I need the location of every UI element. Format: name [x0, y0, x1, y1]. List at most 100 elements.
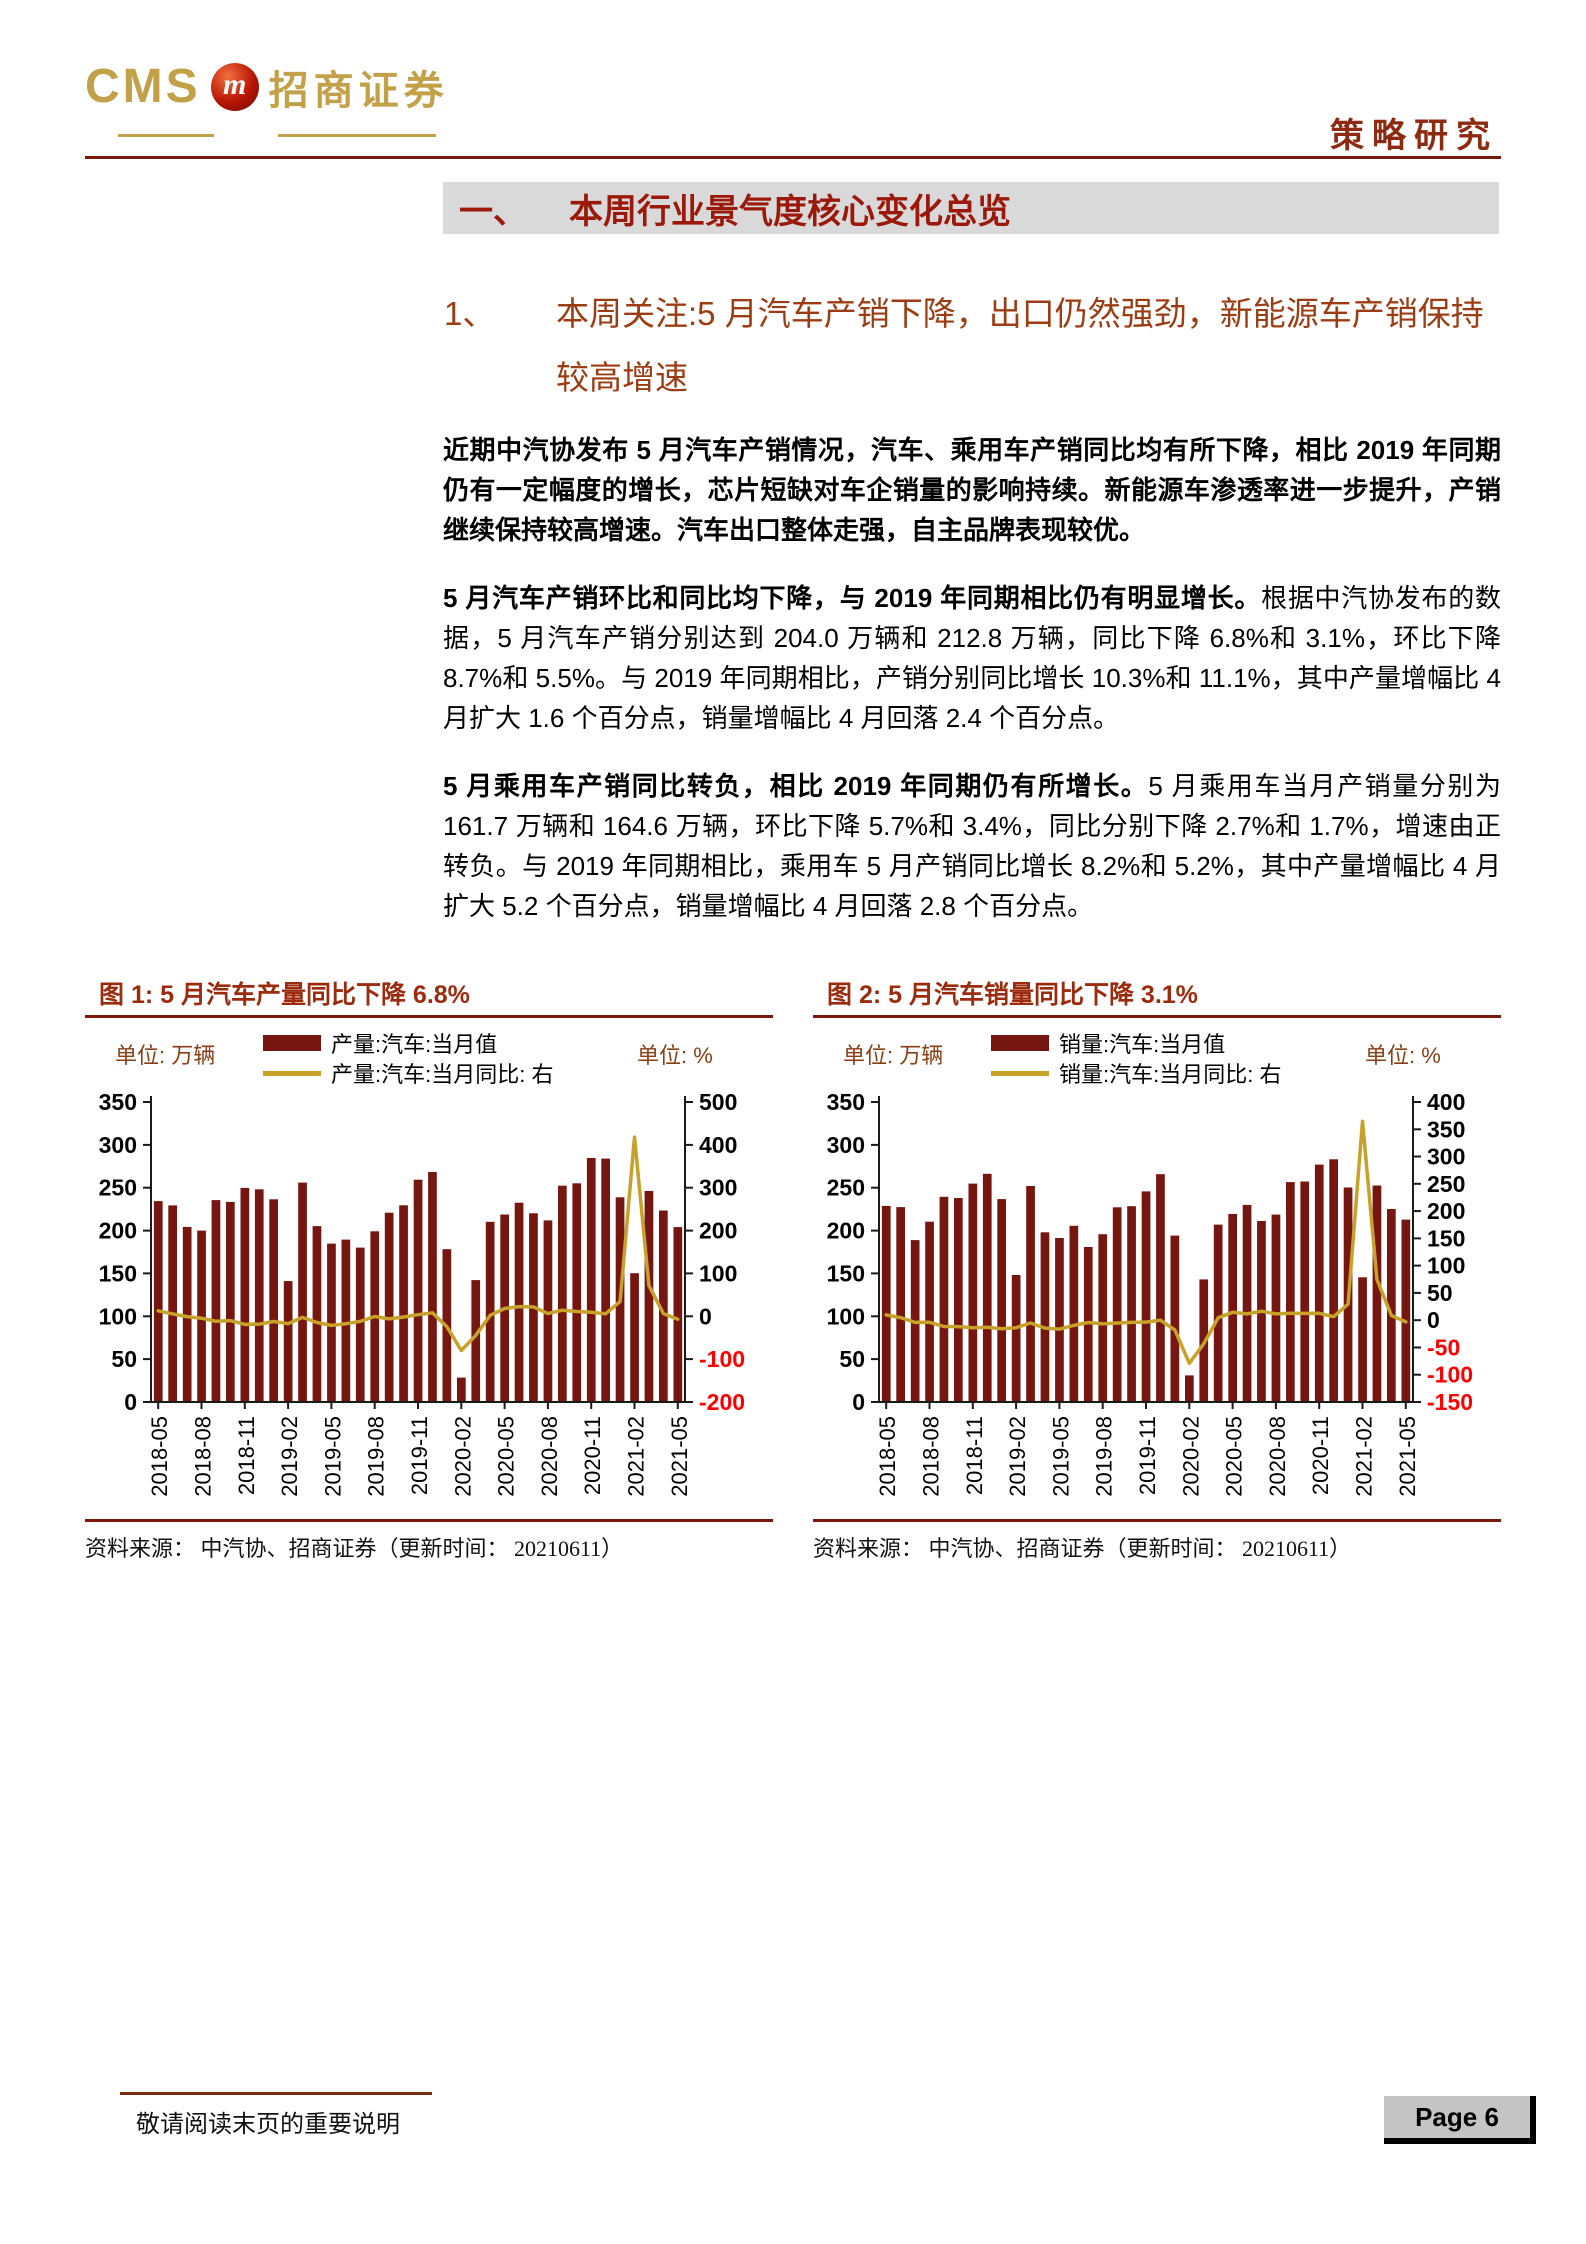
- svg-text:150: 150: [1427, 1225, 1465, 1251]
- svg-text:50: 50: [1427, 1280, 1453, 1306]
- svg-text:350: 350: [827, 1092, 865, 1115]
- svg-text:2019-11: 2019-11: [407, 1416, 432, 1495]
- svg-text:2019-02: 2019-02: [1005, 1416, 1030, 1497]
- svg-text:150: 150: [827, 1260, 865, 1286]
- figure-1: 图 1: 5 月汽车产量同比下降 6.8% 单位: 万辆 产量:汽车:当月值 产…: [85, 978, 773, 1563]
- section-number: 一、: [459, 192, 527, 231]
- svg-text:-150: -150: [1427, 1389, 1473, 1415]
- figure-2-legend: 销量:汽车:当月值 销量:汽车:当月同比: 右: [991, 1028, 1351, 1092]
- figure-2-legend-bar: 销量:汽车:当月值: [991, 1028, 1351, 1058]
- svg-text:2019-08: 2019-08: [364, 1416, 389, 1497]
- figure-2-left-unit-label: 单位: 万辆: [843, 1043, 944, 1068]
- report-type-label: 策略研究: [1330, 118, 1498, 155]
- svg-text:-50: -50: [1427, 1335, 1460, 1361]
- svg-text:2020-11: 2020-11: [580, 1416, 605, 1495]
- header-rule: [85, 156, 1501, 159]
- figure-2: 图 2: 5 月汽车销量同比下降 3.1% 单位: 万辆 销量:汽车:当月值 销…: [813, 978, 1501, 1563]
- page-number-badge: Page 6: [1384, 2096, 1536, 2144]
- svg-text:2018-08: 2018-08: [919, 1416, 944, 1497]
- figures-row: 图 1: 5 月汽车产量同比下降 6.8% 单位: 万辆 产量:汽车:当月值 产…: [85, 978, 1501, 1563]
- paragraph-2-body: 根据中汽协发布的数据，5 月汽车产销分别达到 204.0 万辆和 212.8 万…: [443, 583, 1501, 733]
- svg-text:200: 200: [827, 1218, 865, 1244]
- figure-2-chart: 0 50 100 150 200 250 300 350 -150 -100 -50 0 50 100 15…: [813, 1089, 1501, 1517]
- paragraph-3-lead: 5 月乘用车产销同比转负，相比 2019 年同期仍有所增长。: [443, 771, 1149, 801]
- svg-text:0: 0: [699, 1303, 712, 1329]
- svg-text:150: 150: [99, 1260, 137, 1286]
- figure-2-chart-header: 单位: 万辆 销量:汽车:当月值 销量:汽车:当月同比: 右 单位: %: [813, 1028, 1501, 1092]
- logo-underline-left: [118, 134, 214, 137]
- logo-underline-right: [278, 134, 436, 137]
- svg-text:200: 200: [99, 1218, 137, 1244]
- svg-text:100: 100: [1427, 1253, 1465, 1279]
- svg-text:2020-08: 2020-08: [1265, 1416, 1290, 1497]
- svg-text:2018-08: 2018-08: [191, 1416, 216, 1497]
- svg-text:350: 350: [99, 1092, 137, 1115]
- svg-text:-200: -200: [699, 1389, 745, 1415]
- svg-text:2018-05: 2018-05: [147, 1416, 172, 1497]
- svg-text:300: 300: [699, 1175, 737, 1201]
- svg-text:350: 350: [1427, 1116, 1465, 1142]
- figure-1-source: 资料来源： 中汽协、招商证券（更新时间： 20210611）: [85, 1536, 624, 1561]
- figure-1-legend-line-label: 产量:汽车:当月同比: 右: [331, 1062, 554, 1087]
- svg-text:0: 0: [124, 1389, 137, 1415]
- svg-text:0: 0: [1427, 1307, 1440, 1333]
- svg-text:2020-02: 2020-02: [1178, 1416, 1203, 1497]
- footer-rule: [120, 2092, 432, 2095]
- section-title: 本周行业景气度核心变化总览: [569, 192, 1011, 231]
- svg-text:200: 200: [699, 1218, 737, 1244]
- svg-text:0: 0: [852, 1389, 865, 1415]
- svg-text:2020-11: 2020-11: [1308, 1416, 1333, 1495]
- svg-text:2020-08: 2020-08: [537, 1416, 562, 1497]
- svg-text:2021-02: 2021-02: [1352, 1416, 1377, 1497]
- figure-1-legend-line: 产量:汽车:当月同比: 右: [263, 1058, 623, 1088]
- figure-2-title: 图 2: 5 月汽车销量同比下降 3.1%: [827, 981, 1198, 1009]
- svg-text:250: 250: [1427, 1171, 1465, 1197]
- subsection-title: 本周关注:5 月汽车产销下降，出口仍然强劲，新能源车产销保持较高增速: [556, 295, 1484, 396]
- subsection-heading: 1、 本周关注:5 月汽车产销下降，出口仍然强劲，新能源车产销保持较高增速: [444, 282, 1502, 410]
- paragraph-3-body: 5 月乘用车当月产销量分别为 161.7 万辆和 164.6 万辆，环比下降 5…: [443, 771, 1501, 921]
- figure-1-legend: 产量:汽车:当月值 产量:汽车:当月同比: 右: [263, 1028, 623, 1092]
- svg-text:2019-08: 2019-08: [1092, 1416, 1117, 1497]
- figure-2-legend-line-label: 销量:汽车:当月同比: 右: [1059, 1062, 1282, 1087]
- svg-text:-100: -100: [1427, 1362, 1473, 1388]
- line-swatch-icon: [991, 1070, 1049, 1076]
- figure-2-right-unit-label: 单位: %: [1365, 1043, 1441, 1068]
- svg-text:500: 500: [699, 1092, 737, 1115]
- figure-1-right-unit-label: 单位: %: [637, 1043, 713, 1068]
- svg-text:200: 200: [1427, 1198, 1465, 1224]
- svg-text:2020-05: 2020-05: [494, 1416, 519, 1497]
- paragraph-1: 近期中汽协发布 5 月汽车产销情况，汽车、乘用车产销同比均有所下降，相比 201…: [443, 435, 1501, 545]
- figure-1-left-unit-label: 单位: 万辆: [115, 1043, 216, 1068]
- paragraph-2-lead: 5 月汽车产销环比和同比均下降，与 2019 年同期相比仍有明显增长。: [443, 583, 1262, 613]
- figure-2-source-rule: [813, 1519, 1501, 1522]
- body-copy: 近期中汽协发布 5 月汽车产销情况，汽车、乘用车产销同比均有所下降，相比 201…: [443, 430, 1501, 954]
- paragraph-2: 5 月汽车产销环比和同比均下降，与 2019 年同期相比仍有明显增长。根据中汽协…: [443, 578, 1501, 738]
- figure-1-title: 图 1: 5 月汽车产量同比下降 6.8%: [99, 981, 470, 1009]
- figure-1-source-rule: [85, 1519, 773, 1522]
- figure-1-legend-bar-label: 产量:汽车:当月值: [331, 1032, 498, 1057]
- svg-text:100: 100: [827, 1303, 865, 1329]
- svg-text:250: 250: [827, 1175, 865, 1201]
- figure-1-legend-bar: 产量:汽车:当月值: [263, 1028, 623, 1058]
- svg-text:400: 400: [1427, 1092, 1465, 1115]
- bar-swatch-icon: [263, 1035, 321, 1051]
- line-swatch-icon: [263, 1070, 321, 1076]
- svg-text:50: 50: [111, 1346, 137, 1372]
- svg-text:2019-05: 2019-05: [1048, 1416, 1073, 1497]
- svg-text:300: 300: [827, 1132, 865, 1158]
- svg-text:-100: -100: [699, 1346, 745, 1372]
- logo-cms-text: CMS: [85, 60, 201, 113]
- footer-disclaimer: 敬请阅读末页的重要说明: [136, 2112, 400, 2138]
- figure-1-chart-header: 单位: 万辆 产量:汽车:当月值 产量:汽车:当月同比: 右 单位: %: [85, 1028, 773, 1092]
- cms-logo: CMS m 招商证券: [85, 58, 449, 116]
- svg-text:2019-05: 2019-05: [320, 1416, 345, 1497]
- svg-text:100: 100: [99, 1303, 137, 1329]
- figure-2-legend-line: 销量:汽车:当月同比: 右: [991, 1058, 1351, 1088]
- svg-text:250: 250: [99, 1175, 137, 1201]
- figure-2-source: 资料来源： 中汽协、招商证券（更新时间： 20210611）: [813, 1536, 1352, 1561]
- figure-1-chart: 0 50 100 150 200 250 300 350 -200 -100 0 100 200 300 4…: [85, 1089, 773, 1517]
- svg-text:2021-05: 2021-05: [667, 1416, 692, 1497]
- svg-text:2020-02: 2020-02: [450, 1416, 475, 1497]
- subsection-number: 1、: [444, 295, 496, 332]
- svg-text:2018-11: 2018-11: [234, 1416, 259, 1495]
